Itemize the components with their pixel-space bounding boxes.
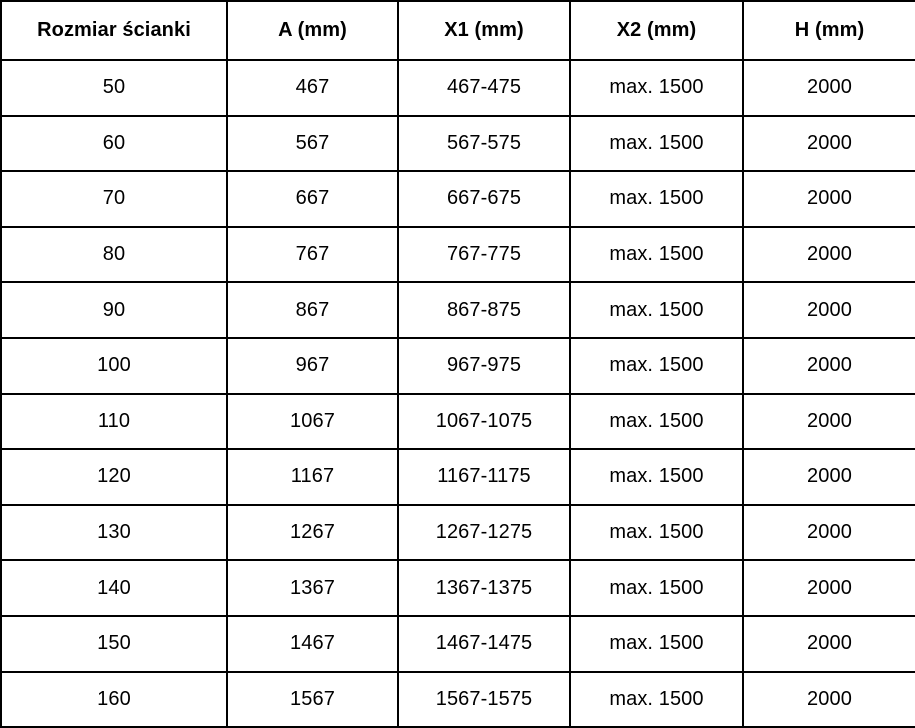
cell-x1: 767-775: [397, 225, 571, 284]
cell-x2: max. 1500: [569, 670, 744, 728]
column-header-size: Rozmiar ścianki: [0, 0, 228, 61]
table-row: 60 567 567-575 max. 1500 2000: [0, 114, 915, 173]
cell-size: 50: [0, 59, 228, 117]
cell-a: 1067: [226, 392, 399, 451]
cell-h: 2000: [742, 114, 915, 173]
table-row: 100 967 967-975 max. 1500 2000: [0, 336, 915, 395]
cell-h: 2000: [742, 559, 915, 617]
cell-a: 867: [226, 281, 399, 339]
cell-h: 2000: [742, 225, 915, 284]
cell-x2: max. 1500: [569, 614, 744, 673]
cell-x2: max. 1500: [569, 559, 744, 617]
cell-x1: 667-675: [397, 170, 571, 228]
column-header-x1: X1 (mm): [397, 0, 571, 61]
cell-size: 150: [0, 614, 228, 673]
cell-size: 120: [0, 448, 228, 506]
cell-size: 90: [0, 281, 228, 339]
cell-x1: 967-975: [397, 336, 571, 395]
cell-h: 2000: [742, 392, 915, 451]
table-row: 80 767 767-775 max. 1500 2000: [0, 225, 915, 284]
cell-x2: max. 1500: [569, 503, 744, 562]
column-header-h: H (mm): [742, 0, 915, 61]
cell-h: 2000: [742, 670, 915, 728]
table-row: 110 1067 1067-1075 max. 1500 2000: [0, 392, 915, 451]
cell-h: 2000: [742, 448, 915, 506]
cell-a: 967: [226, 336, 399, 395]
cell-x1: 1067-1075: [397, 392, 571, 451]
table-row: 90 867 867-875 max. 1500 2000: [0, 281, 915, 339]
cell-size: 100: [0, 336, 228, 395]
table-row: 130 1267 1267-1275 max. 1500 2000: [0, 503, 915, 562]
cell-a: 767: [226, 225, 399, 284]
cell-size: 110: [0, 392, 228, 451]
cell-x1: 1567-1575: [397, 670, 571, 728]
table-row: 120 1167 1167-1175 max. 1500 2000: [0, 448, 915, 506]
table-row: 70 667 667-675 max. 1500 2000: [0, 170, 915, 228]
cell-x1: 1167-1175: [397, 448, 571, 506]
cell-a: 1567: [226, 670, 399, 728]
cell-x2: max. 1500: [569, 225, 744, 284]
cell-x1: 467-475: [397, 59, 571, 117]
cell-size: 60: [0, 114, 228, 173]
cell-x2: max. 1500: [569, 448, 744, 506]
table-header: Rozmiar ścianki A (mm) X1 (mm) X2 (mm) H…: [0, 0, 915, 61]
cell-size: 70: [0, 170, 228, 228]
cell-a: 1267: [226, 503, 399, 562]
cell-h: 2000: [742, 281, 915, 339]
cell-x2: max. 1500: [569, 336, 744, 395]
cell-h: 2000: [742, 503, 915, 562]
cell-a: 467: [226, 59, 399, 117]
table-row: 50 467 467-475 max. 1500 2000: [0, 59, 915, 117]
cell-x1: 1267-1275: [397, 503, 571, 562]
table-header-row: Rozmiar ścianki A (mm) X1 (mm) X2 (mm) H…: [0, 0, 915, 61]
column-header-a: A (mm): [226, 0, 399, 61]
column-header-x2: X2 (mm): [569, 0, 744, 61]
cell-h: 2000: [742, 170, 915, 228]
table-row: 160 1567 1567-1575 max. 1500 2000: [0, 670, 915, 728]
cell-a: 1367: [226, 559, 399, 617]
cell-x1: 567-575: [397, 114, 571, 173]
cell-x1: 1467-1475: [397, 614, 571, 673]
table-row: 150 1467 1467-1475 max. 1500 2000: [0, 614, 915, 673]
cell-x2: max. 1500: [569, 281, 744, 339]
cell-a: 567: [226, 114, 399, 173]
cell-h: 2000: [742, 614, 915, 673]
cell-h: 2000: [742, 59, 915, 117]
cell-size: 160: [0, 670, 228, 728]
cell-a: 1467: [226, 614, 399, 673]
table-row: 140 1367 1367-1375 max. 1500 2000: [0, 559, 915, 617]
cell-size: 130: [0, 503, 228, 562]
cell-x2: max. 1500: [569, 59, 744, 117]
cell-size: 80: [0, 225, 228, 284]
cell-a: 667: [226, 170, 399, 228]
cell-x2: max. 1500: [569, 392, 744, 451]
cell-x2: max. 1500: [569, 170, 744, 228]
table-body: 50 467 467-475 max. 1500 2000 60 567 567…: [0, 59, 915, 728]
cell-x2: max. 1500: [569, 114, 744, 173]
cell-x1: 1367-1375: [397, 559, 571, 617]
cell-h: 2000: [742, 336, 915, 395]
cell-x1: 867-875: [397, 281, 571, 339]
cell-size: 140: [0, 559, 228, 617]
cell-a: 1167: [226, 448, 399, 506]
